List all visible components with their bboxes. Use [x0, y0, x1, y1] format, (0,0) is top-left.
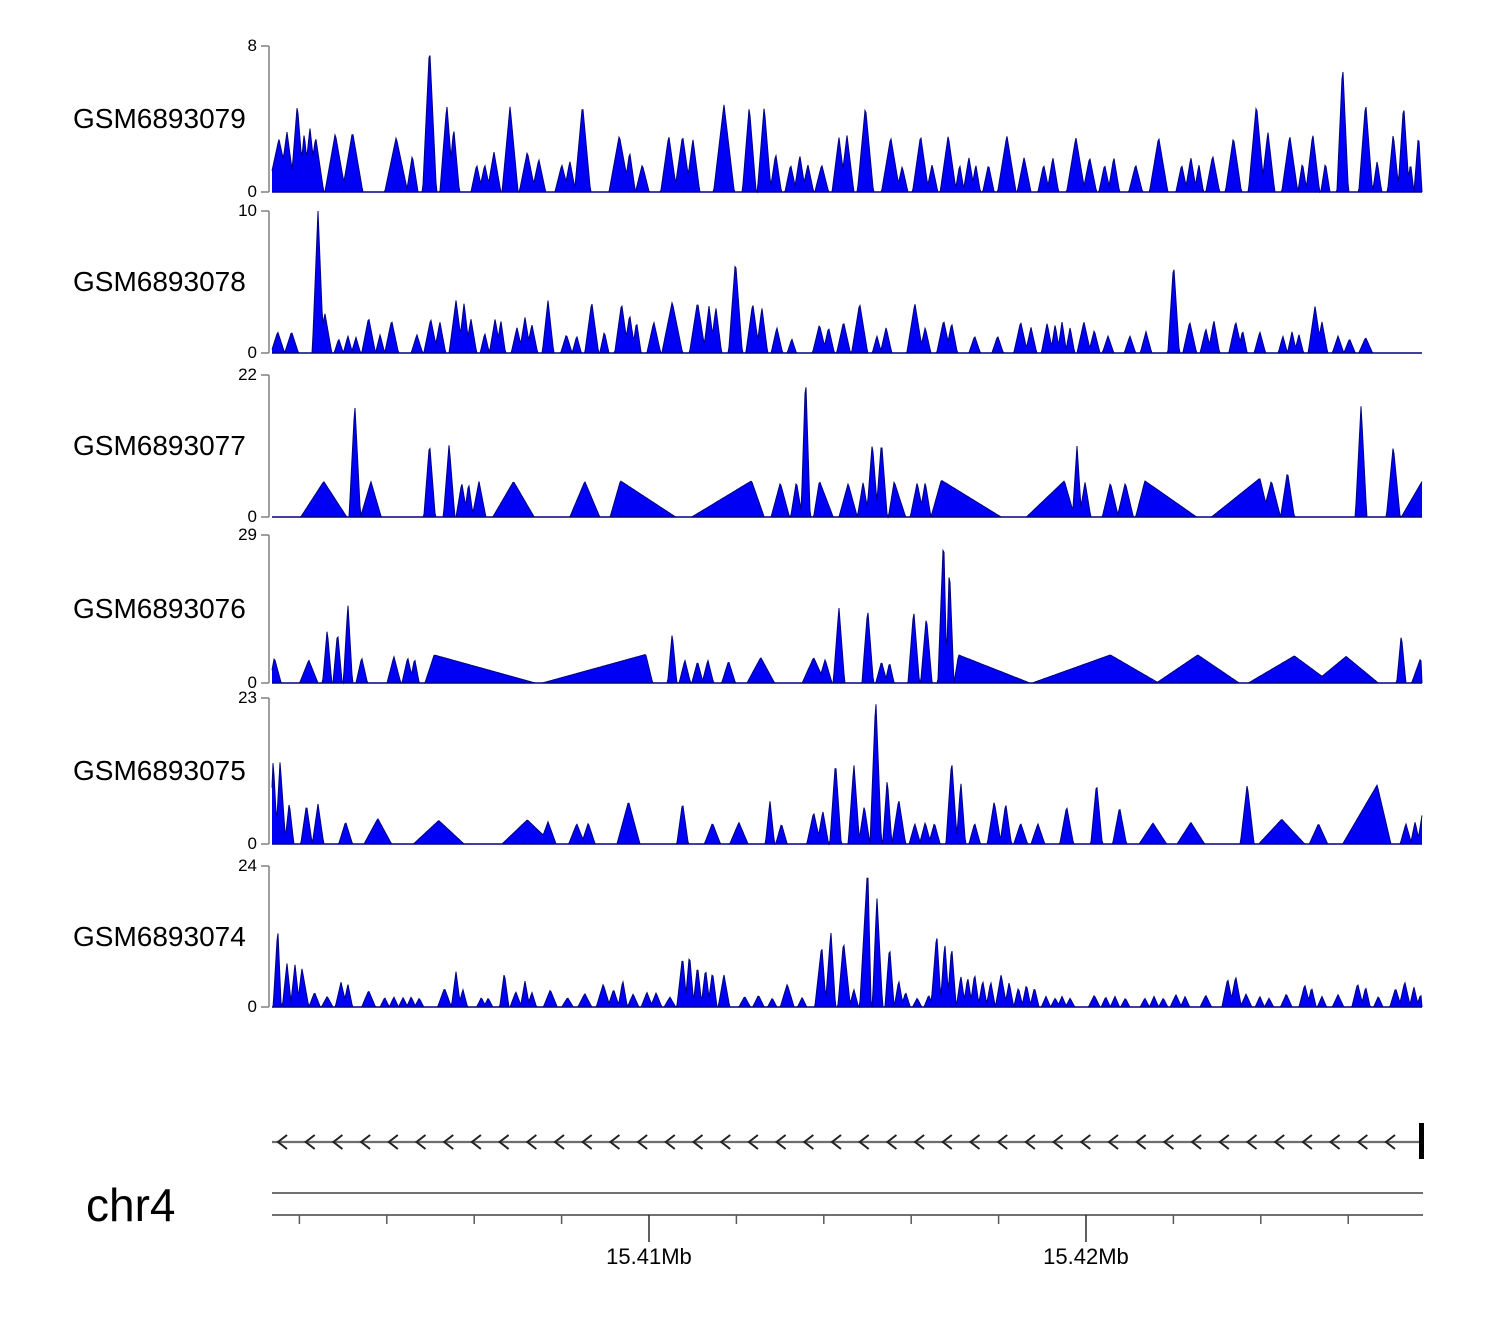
- y-axis-bracket: [261, 697, 270, 845]
- y-axis-zero-label: 0: [247, 182, 257, 201]
- strand-arrow-left-icon: [691, 1134, 704, 1150]
- coverage-polygon: [272, 211, 1422, 353]
- strand-arrow-left-icon: [1218, 1134, 1230, 1150]
- coverage-area-track: [261, 45, 1423, 194]
- y-axis-max-label: 8: [247, 36, 257, 55]
- y-axis-max-label: 10: [238, 201, 257, 220]
- y-axis-max-label: 29: [238, 525, 257, 544]
- strand-arrow-left-icon: [1273, 1134, 1285, 1150]
- strand-arrow-left-icon: [304, 1134, 316, 1150]
- y-axis-max-label: 24: [238, 856, 257, 875]
- coverage-area-track: [261, 865, 1423, 1009]
- strand-arrow-left-icon: [1328, 1134, 1341, 1150]
- sample-label: GSM6893074: [73, 920, 246, 952]
- coverage-area-track: [261, 697, 1423, 846]
- strand-arrow-left-icon: [1384, 1134, 1396, 1150]
- y-axis-bracket: [261, 865, 270, 1008]
- strand-arrow-left-icon: [1245, 1134, 1258, 1150]
- y-axis-zero-label: 0: [247, 343, 257, 362]
- strand-arrow-left-icon: [941, 1134, 953, 1150]
- strand-arrow-left-icon: [525, 1134, 537, 1150]
- sample-label: GSM6893077: [73, 430, 246, 461]
- strand-arrow-left-icon: [885, 1134, 898, 1150]
- gene-model-and-genome-axis: [272, 1123, 1424, 1242]
- strand-arrow-left-icon: [747, 1134, 759, 1150]
- strand-arrow-left-icon: [331, 1134, 344, 1150]
- sample-label: GSM6893075: [73, 755, 246, 786]
- strand-arrow-left-icon: [1024, 1134, 1036, 1150]
- y-axis-zero-label: 0: [247, 673, 257, 692]
- coverage-polygon: [272, 704, 1422, 844]
- strand-arrow-left-icon: [553, 1134, 565, 1150]
- strand-arrow-left-icon: [1051, 1134, 1064, 1150]
- strand-arrow-left-icon: [996, 1134, 1008, 1150]
- y-axis-zero-label: 0: [247, 997, 257, 1016]
- strand-arrow-left-icon: [1079, 1134, 1091, 1150]
- coverage-polygon: [272, 55, 1422, 192]
- strand-arrow-left-icon: [442, 1134, 454, 1150]
- y-axis-max-label: 23: [238, 688, 257, 707]
- chromosome-label: chr4: [86, 1179, 176, 1231]
- sample-label: GSM6893079: [73, 103, 246, 134]
- strand-arrow-left-icon: [1301, 1134, 1313, 1150]
- y-axis-zero-label: 0: [247, 507, 257, 526]
- strand-arrow-left-icon: [968, 1134, 981, 1150]
- coverage-area-track: [261, 534, 1423, 685]
- strand-arrow-left-icon: [470, 1134, 482, 1150]
- strand-arrow-left-icon: [276, 1134, 288, 1150]
- y-axis-bracket: [261, 534, 270, 684]
- strand-arrow-left-icon: [1135, 1134, 1147, 1150]
- strand-arrow-left-icon: [636, 1134, 648, 1150]
- strand-arrow-left-icon: [608, 1134, 621, 1150]
- strand-arrow-left-icon: [359, 1134, 371, 1150]
- y-axis-max-label: 22: [238, 365, 257, 384]
- y-axis-bracket: [261, 45, 270, 193]
- sample-label: GSM6893076: [73, 593, 246, 624]
- y-axis-bracket: [261, 210, 270, 354]
- strand-arrow-left-icon: [830, 1134, 842, 1150]
- strand-arrow-left-icon: [387, 1134, 399, 1150]
- strand-arrow-left-icon: [774, 1134, 787, 1150]
- strand-arrow-left-icon: [414, 1134, 427, 1150]
- coverage-polygon: [272, 387, 1422, 517]
- y-axis-bracket: [261, 374, 270, 518]
- strand-arrow-left-icon: [858, 1134, 870, 1150]
- strand-arrow-left-icon: [1356, 1134, 1368, 1150]
- sample-label: GSM6893078: [73, 266, 246, 297]
- genome-axis-tick-label: 15.42Mb: [1043, 1244, 1129, 1269]
- strand-arrow-left-icon: [1107, 1134, 1119, 1150]
- strand-arrow-left-icon: [664, 1134, 676, 1150]
- strand-arrow-left-icon: [913, 1134, 925, 1150]
- coverage-outline: [271, 210, 1422, 355]
- strand-arrow-left-icon: [719, 1134, 731, 1150]
- coverage-area-track: [261, 210, 1422, 355]
- coverage-outline: [272, 877, 1423, 1009]
- coverage-polygon: [272, 550, 1422, 683]
- y-axis-zero-label: 0: [247, 834, 257, 853]
- strand-arrow-left-icon: [497, 1134, 510, 1150]
- transcript-end-bar: [1419, 1123, 1424, 1159]
- coverage-area-track: [261, 374, 1423, 519]
- strand-arrow-left-icon: [802, 1134, 814, 1150]
- genome-axis-tick-label: 15.41Mb: [606, 1244, 692, 1269]
- strand-arrow-left-icon: [1162, 1134, 1175, 1150]
- strand-arrow-left-icon: [1190, 1134, 1202, 1150]
- strand-arrow-left-icon: [581, 1134, 593, 1150]
- coverage-outline: [272, 387, 1423, 519]
- coverage-polygon: [272, 878, 1422, 1007]
